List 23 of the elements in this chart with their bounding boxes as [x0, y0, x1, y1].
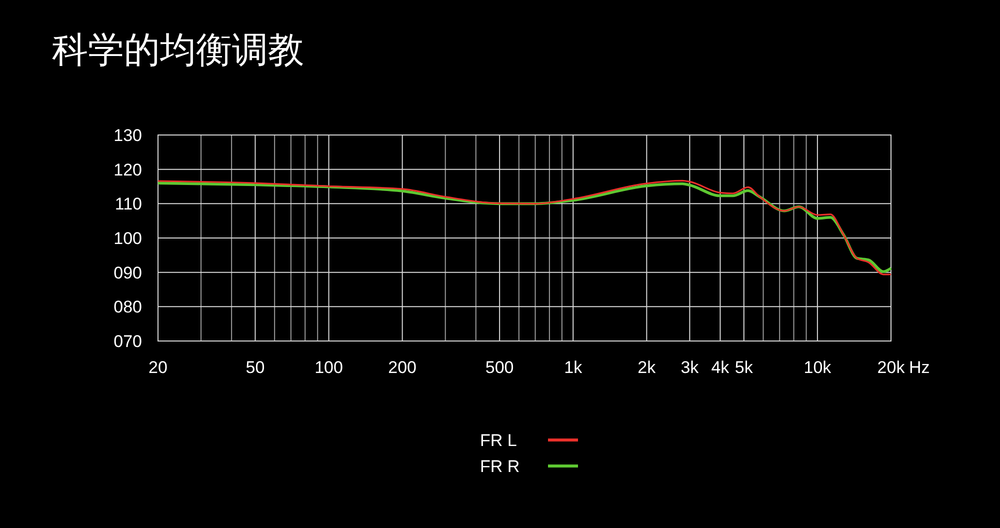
x-axis-title: Hz	[909, 358, 930, 377]
x-tick-label: 200	[388, 358, 417, 377]
x-tick-label: 4k	[711, 358, 730, 377]
y-tick-label: 120	[114, 160, 142, 180]
legend-label: FR R	[480, 457, 520, 476]
y-tick-label: 070	[114, 332, 142, 351]
y-tick-label: 130	[114, 126, 142, 145]
x-tick-label: 5k	[734, 358, 754, 377]
x-tick-label: 500	[485, 358, 514, 377]
x-tick-label: 20k	[877, 358, 906, 377]
y-tick-label: 090	[114, 263, 142, 282]
y-tick-label: 080	[114, 298, 142, 317]
legend-label: FR L	[480, 431, 517, 450]
x-tick-label: 50	[246, 358, 265, 377]
x-tick-label: 2k	[638, 358, 656, 377]
x-tick-label: 20	[148, 358, 168, 377]
x-tick-label: 10k	[804, 358, 832, 377]
y-tick-label: 100	[114, 229, 142, 248]
x-tick-label: 1k	[564, 358, 583, 377]
x-tick-label: 3k	[680, 358, 700, 377]
chart-title: 科学的均衡调教	[52, 29, 304, 70]
x-tick-label: 100	[314, 358, 343, 377]
y-tick-label: 110	[114, 194, 142, 214]
